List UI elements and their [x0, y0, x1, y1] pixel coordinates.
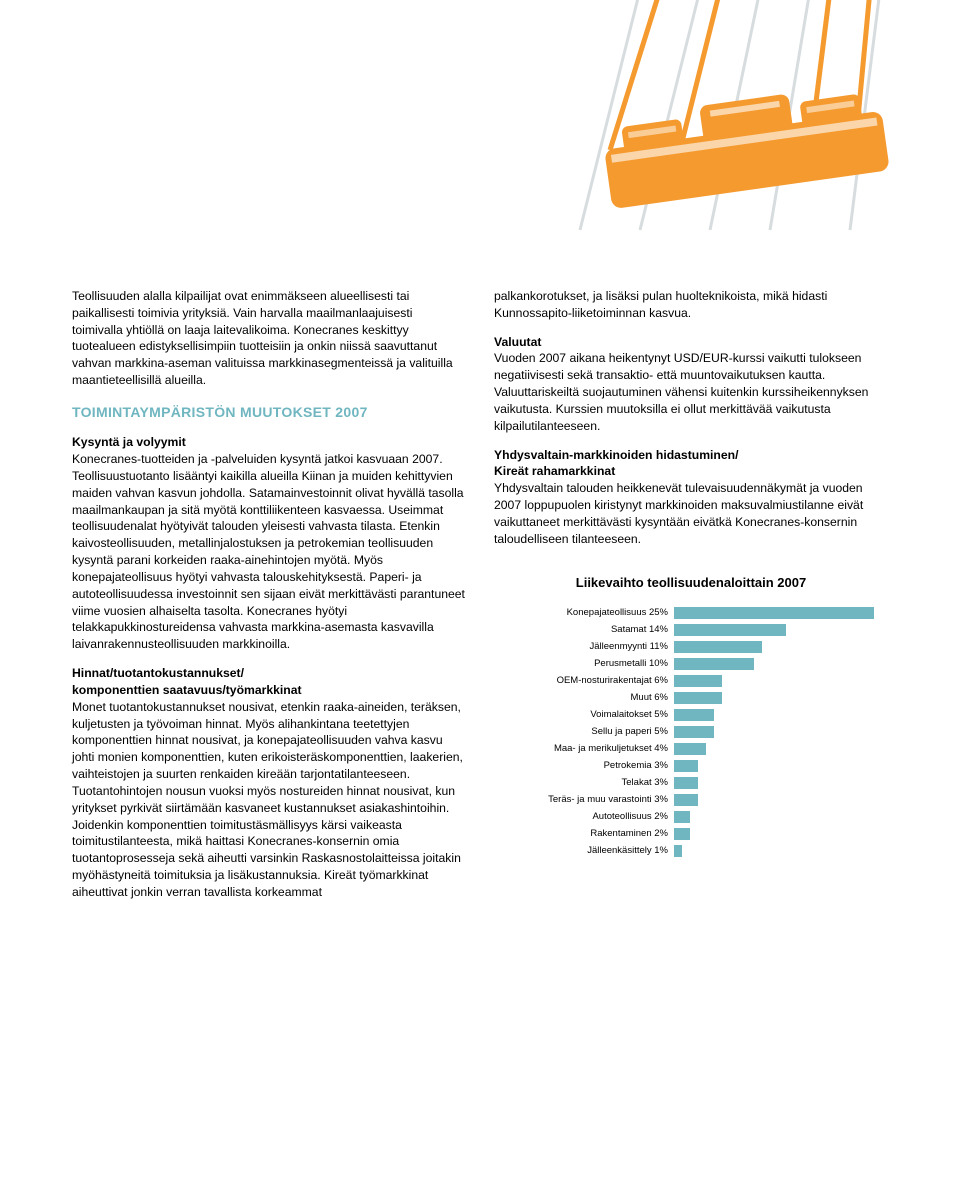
chart-bar [674, 760, 698, 772]
chart-bar-area [674, 743, 888, 755]
paragraph-costs: Monet tuotantokustannukset nousivat, ete… [72, 699, 466, 901]
chart-row-label: Teräs- ja muu varastointi 3% [494, 793, 674, 806]
subhead-costs-line2: komponenttien saatavuus/työmarkkinat [72, 682, 466, 699]
chart-row-label: Rakentaminen 2% [494, 827, 674, 840]
chart-bar-area [674, 794, 888, 806]
chart-row: Jälleenmyynti 11% [494, 640, 888, 654]
chart-bar [674, 607, 874, 619]
hero-illustration [0, 0, 960, 270]
paragraph-us: Yhdysvaltain talouden heikkenevät tuleva… [494, 480, 888, 547]
chart-row-label: Jälleenkäsittely 1% [494, 844, 674, 857]
chart-bar [674, 709, 714, 721]
chart-row: Teräs- ja muu varastointi 3% [494, 793, 888, 807]
paragraph-demand: Konecranes-tuotteiden ja -palveluiden ky… [72, 451, 466, 653]
chart-bar [674, 658, 754, 670]
chart-bar-area [674, 845, 888, 857]
chart-row-label: Satamat 14% [494, 623, 674, 636]
chart-bar-area [674, 777, 888, 789]
chart-row: Autoteollisuus 2% [494, 810, 888, 824]
subhead-costs-line1: Hinnat/tuotantokustannukset/ [72, 665, 466, 682]
paragraph-currencies: Vuoden 2007 aikana heikentynyt USD/EUR-k… [494, 350, 888, 434]
chart-bar [674, 726, 714, 738]
chart-row-label: Perusmetalli 10% [494, 657, 674, 670]
chart-row-label: Voimalaitokset 5% [494, 708, 674, 721]
chart-bar-area [674, 709, 888, 721]
chart-bar-area [674, 811, 888, 823]
chart-bar-area [674, 726, 888, 738]
paragraph-wages: palkankorotukset, ja lisäksi pulan huolt… [494, 288, 888, 322]
chart-bar [674, 641, 762, 653]
chart-row: Telakat 3% [494, 776, 888, 790]
chart-row: Satamat 14% [494, 623, 888, 637]
intro-paragraph: Teollisuuden alalla kilpailijat ovat eni… [72, 288, 466, 389]
chart-row-label: Konepajateollisuus 25% [494, 606, 674, 619]
chart-bar-area [674, 675, 888, 687]
chart-row-label: Maa- ja merikuljetukset 4% [494, 742, 674, 755]
chart-rows: Konepajateollisuus 25% Satamat 14% Jälleen… [494, 606, 888, 858]
chart-bar-area [674, 658, 888, 670]
chart-bar [674, 777, 698, 789]
chart-row: Voimalaitokset 5% [494, 708, 888, 722]
chart-title: Liikevaihto teollisuudenaloittain 2007 [494, 574, 888, 592]
chart-row: Sellu ja paperi 5% [494, 725, 888, 739]
chart-row-label: Muut 6% [494, 691, 674, 704]
chart-bar [674, 794, 698, 806]
chart-bar-area [674, 692, 888, 704]
subhead-us-line1: Yhdysvaltain-markkinoiden hidastuminen/ [494, 447, 888, 464]
chart-row-label: Sellu ja paperi 5% [494, 725, 674, 738]
section-title-2007: TOIMINTAYMPÄRISTÖN MUUTOKSET 2007 [72, 403, 466, 422]
chart-row-label: OEM-nosturirakentajat 6% [494, 674, 674, 687]
chart-bar-area [674, 624, 888, 636]
chart-row-label: Petrokemia 3% [494, 759, 674, 772]
chart-bar-area [674, 641, 888, 653]
column-left: Teollisuuden alalla kilpailijat ovat eni… [72, 288, 466, 901]
chart-bar [674, 624, 786, 636]
subhead-demand: Kysyntä ja volyymit [72, 434, 466, 451]
chart-row: Petrokemia 3% [494, 759, 888, 773]
chart-row: OEM-nosturirakentajat 6% [494, 674, 888, 688]
chart-row-label: Jälleenmyynti 11% [494, 640, 674, 653]
subhead-us-line2: Kireät rahamarkkinat [494, 463, 888, 480]
chart-row: Perusmetalli 10% [494, 657, 888, 671]
chart-row-label: Telakat 3% [494, 776, 674, 789]
chart-bar [674, 828, 690, 840]
content-area: Teollisuuden alalla kilpailijat ovat eni… [72, 288, 888, 901]
chart-row: Konepajateollisuus 25% [494, 606, 888, 620]
chart-bar-area [674, 760, 888, 772]
chart-bar-area [674, 828, 888, 840]
chart-row: Maa- ja merikuljetukset 4% [494, 742, 888, 756]
chart-bar [674, 811, 690, 823]
chart-row: Rakentaminen 2% [494, 827, 888, 841]
chart-bar [674, 845, 682, 857]
column-right: palkankorotukset, ja lisäksi pulan huolt… [494, 288, 888, 901]
chart-bar [674, 675, 722, 687]
chart-row: Muut 6% [494, 691, 888, 705]
chart-bar [674, 743, 706, 755]
chart-bar-area [674, 607, 888, 619]
chart-row-label: Autoteollisuus 2% [494, 810, 674, 823]
chart-row: Jälleenkäsittely 1% [494, 844, 888, 858]
subhead-currencies: Valuutat [494, 334, 888, 351]
revenue-chart: Liikevaihto teollisuudenaloittain 2007 K… [494, 574, 888, 858]
chart-bar [674, 692, 722, 704]
